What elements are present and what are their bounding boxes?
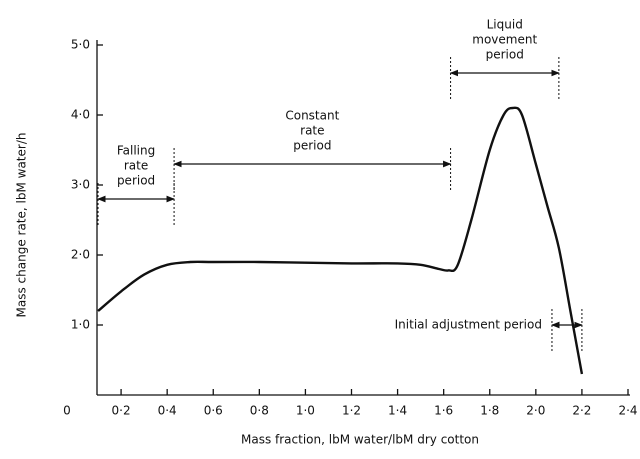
annotation-text: period: [293, 139, 331, 153]
annotation-text: movement: [472, 33, 537, 47]
data-line: [97, 106, 584, 375]
annotation-text: rate: [300, 124, 324, 138]
y-tick-label: 3·0: [71, 178, 90, 192]
x-tick-label: 1·2: [342, 404, 361, 418]
x-tick-label: 1·8: [480, 404, 499, 418]
annotation-text: period: [486, 48, 524, 62]
annotation-text: Constant: [285, 109, 339, 123]
x-tick-label: 0·4: [158, 404, 177, 418]
x-tick-label: 1·6: [434, 404, 453, 418]
x-tick-label: 2·0: [526, 404, 545, 418]
x-tick-label: 1·4: [388, 404, 407, 418]
annotation-text: Initial adjustment period: [395, 318, 542, 332]
x-axis-label: Mass fraction, lbM water/lbM dry cotton: [241, 433, 479, 447]
y-tick-label: 4·0: [71, 108, 90, 122]
x-tick-label: 2·4: [618, 404, 637, 418]
annotation-text: rate: [124, 159, 148, 173]
x-tick-label: 0·2: [112, 404, 131, 418]
x-tick-label: 2·2: [572, 404, 591, 418]
y-tick-label: 1·0: [71, 318, 90, 332]
x-tick-label: 1·0: [296, 404, 315, 418]
annotation-text: Liquid: [487, 18, 523, 32]
annotation-text: period: [117, 174, 155, 188]
y-tick-label: 2·0: [71, 248, 90, 262]
x-tick-label: 0·6: [204, 404, 223, 418]
y-tick-label: 5·0: [71, 38, 90, 52]
x-tick-label: 0: [63, 404, 71, 418]
annotation-text: Falling: [117, 144, 155, 158]
x-tick-label: 0·8: [250, 404, 269, 418]
y-axis-label: Mass change rate, lbM water/h: [15, 133, 29, 318]
